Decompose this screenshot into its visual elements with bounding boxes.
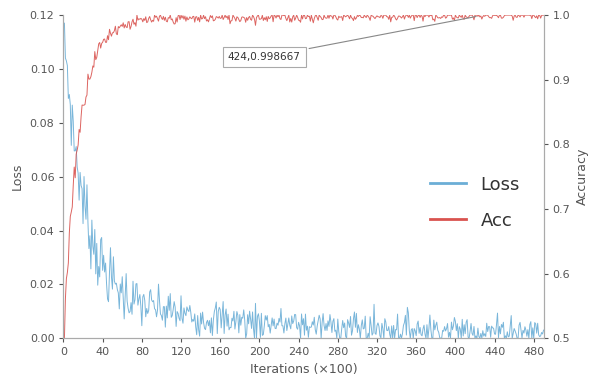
Y-axis label: Loss: Loss — [11, 163, 24, 190]
Y-axis label: Accuracy: Accuracy — [576, 148, 589, 205]
Legend: Loss, Acc: Loss, Acc — [416, 161, 535, 244]
X-axis label: Iterations (×100): Iterations (×100) — [250, 363, 358, 376]
Text: 424,0.998667: 424,0.998667 — [228, 17, 476, 62]
